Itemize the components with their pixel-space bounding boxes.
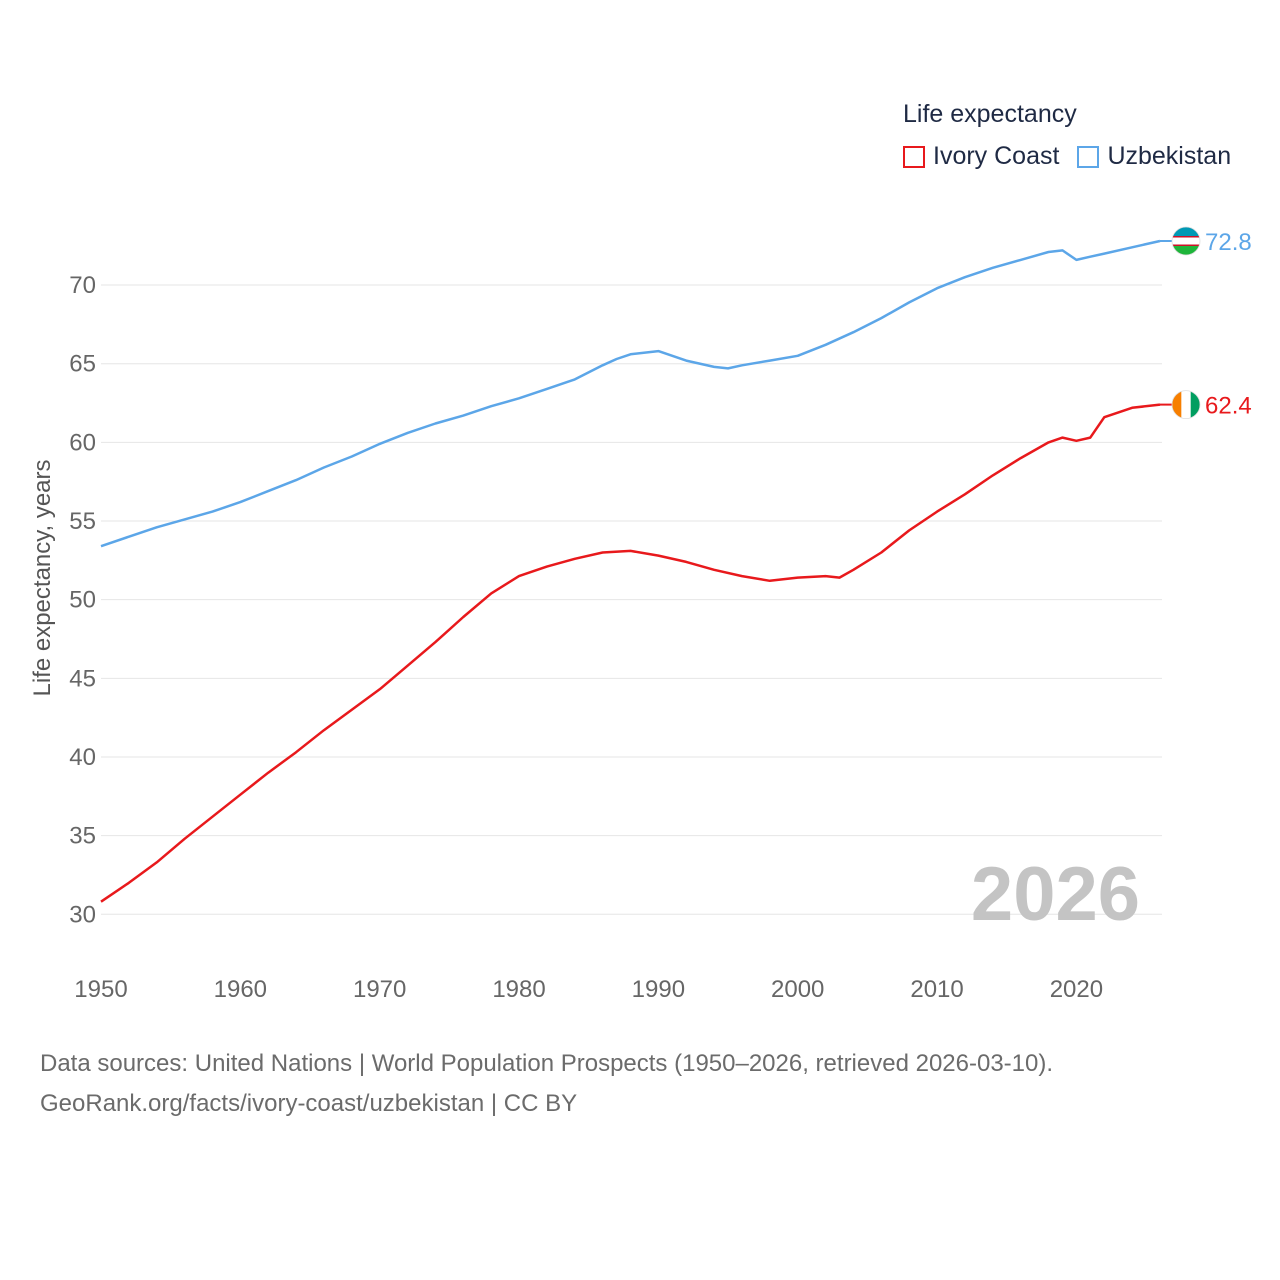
end-label-uzbekistan: 72.8 — [1205, 229, 1252, 256]
y-tick-55: 55 — [69, 508, 96, 535]
y-tick-40: 40 — [69, 744, 96, 771]
y-tick-65: 65 — [69, 351, 96, 378]
y-tick-30: 30 — [69, 901, 96, 928]
x-tick-2020: 2020 — [1050, 976, 1103, 1003]
y-tick-35: 35 — [69, 823, 96, 850]
grid-layer — [101, 284, 1162, 915]
series-layer — [100, 239, 1161, 903]
y-tick-labels: 30 35 40 45 50 55 60 65 70 — [69, 272, 96, 928]
y-axis-label: Life expectancy, years — [29, 459, 56, 696]
year-watermark: 2026 — [971, 852, 1140, 937]
x-tick-1990: 1990 — [632, 976, 685, 1003]
legend-swatch-uzbekistan — [1077, 145, 1100, 168]
source-url-text[interactable]: GeoRank.org/facts/ivory-coast/uzbekistan… — [40, 1090, 578, 1117]
series-line-ivory-coast — [100, 403, 1161, 903]
x-tick-1960: 1960 — [214, 976, 267, 1003]
legend-title: Life expectancy — [903, 100, 1077, 128]
legend: Ivory Coast Uzbekistan — [903, 142, 1249, 171]
data-source-text: Data sources: United Nations | World Pop… — [40, 1050, 1054, 1077]
end-label-ivory-coast: 62.4 — [1205, 393, 1252, 420]
x-tick-labels: 1950 1960 1970 1980 1990 2000 2010 2020 — [74, 976, 1103, 1003]
y-tick-45: 45 — [69, 665, 96, 692]
x-tick-1970: 1970 — [353, 976, 406, 1003]
legend-label-uzbekistan: Uzbekistan — [1107, 142, 1232, 170]
footer: Data sources: United Nations | World Pop… — [40, 1044, 1053, 1124]
end-markers: 62.4 72.8 — [1160, 226, 1252, 420]
legend-label-ivory-coast: Ivory Coast — [933, 142, 1060, 170]
flag-icon-uzbekistan — [1171, 226, 1201, 256]
x-tick-1950: 1950 — [74, 976, 127, 1003]
y-tick-50: 50 — [69, 587, 96, 614]
y-tick-60: 60 — [69, 429, 96, 456]
x-tick-2000: 2000 — [771, 976, 824, 1003]
flag-icon-ivory-coast — [1171, 390, 1201, 420]
series-line-uzbekistan — [100, 239, 1161, 548]
x-tick-2010: 2010 — [910, 976, 963, 1003]
legend-swatch-ivory-coast — [903, 145, 925, 168]
legend-item-uzbekistan[interactable]: Uzbekistan — [1077, 142, 1231, 171]
legend-item-ivory-coast[interactable]: Ivory Coast — [903, 142, 1059, 171]
y-tick-70: 70 — [69, 272, 96, 299]
x-tick-1980: 1980 — [492, 976, 545, 1003]
